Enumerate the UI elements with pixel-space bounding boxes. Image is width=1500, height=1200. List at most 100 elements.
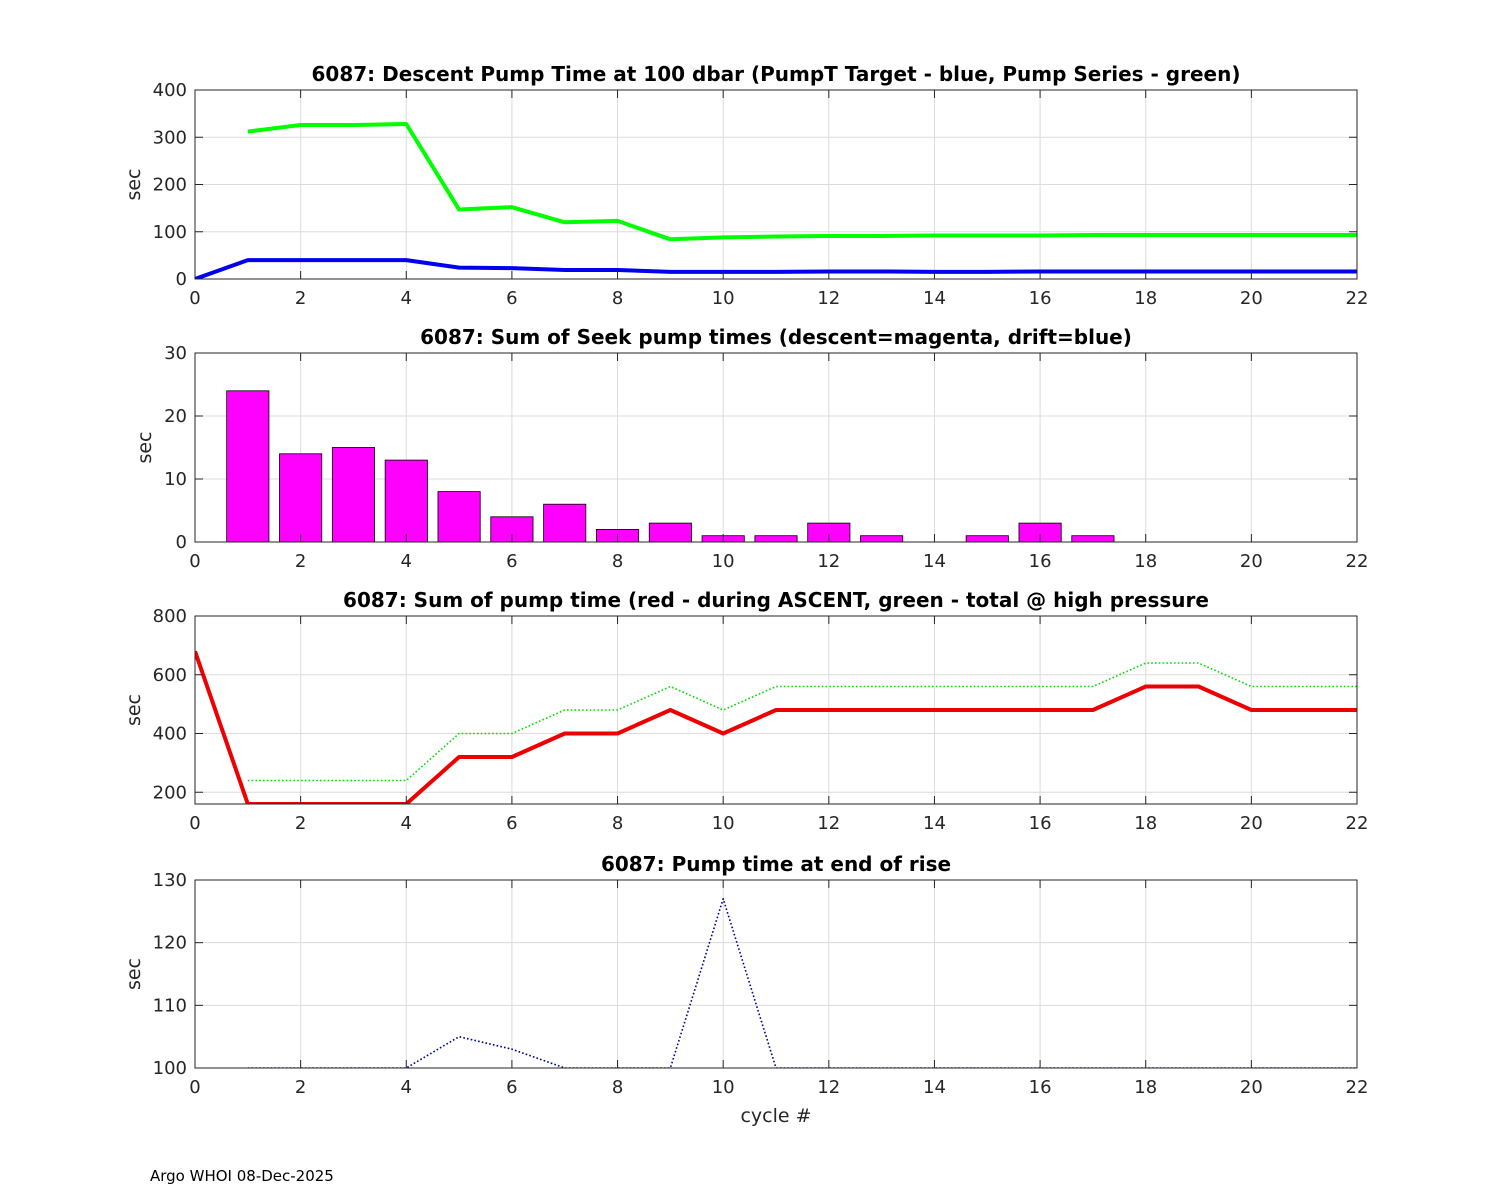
x-tick-label: 22 — [1346, 1077, 1369, 1098]
bar-cycle-1 — [226, 390, 270, 542]
chart-panel-1: 0 2 4 6 8 10 12 14 16 18 20 22 0 100 200 300 400 6087: De… — [123, 62, 1368, 309]
x-tick-label: 20 — [1240, 813, 1263, 834]
y-tick-label: 800 — [153, 606, 187, 627]
x-tick-label: 12 — [817, 288, 840, 309]
x-tick-label: 2 — [295, 288, 306, 309]
x-tick-label: 2 — [295, 813, 306, 834]
x-tick-label: 8 — [612, 288, 623, 309]
y-tick-label: 30 — [164, 343, 187, 364]
series-line-pumpt-target — [195, 258, 1357, 279]
y-tick-label: 100 — [153, 1058, 187, 1079]
x-tick-label: 18 — [1134, 551, 1157, 572]
y-tick-label: 100 — [153, 222, 187, 243]
x-tick-label: 18 — [1134, 813, 1157, 834]
x-tick-label: 6 — [506, 1077, 517, 1098]
x-tick-label: 22 — [1346, 551, 1369, 572]
x-tick-label: 10 — [712, 1077, 735, 1098]
x-tick-label: 12 — [817, 551, 840, 572]
y-axis-label: sec — [134, 431, 156, 463]
chart-panel-3: 0 2 4 6 8 10 12 14 16 18 20 22 200 400 600 800 6087: Sum… — [123, 588, 1368, 834]
chart-panel-4: 0 2 4 6 8 10 12 14 16 18 20 22 100 110 120 130 6087: Pum… — [123, 852, 1368, 1127]
y-tick-label: 300 — [153, 127, 187, 148]
bar-cycle-9 — [648, 522, 692, 542]
y-tick-label: 130 — [153, 870, 187, 891]
bar-cycle-7 — [543, 503, 587, 542]
y-tick-label: 120 — [153, 933, 187, 954]
y-tick-label: 400 — [153, 724, 187, 745]
x-tick-label: 10 — [712, 551, 735, 572]
x-tick-label: 16 — [1029, 551, 1052, 572]
x-tick-label: 14 — [923, 1077, 946, 1098]
x-tick-label: 10 — [712, 813, 735, 834]
bar-cycle-13 — [860, 535, 904, 542]
chart-title: 6087: Sum of pump time (red - during ASC… — [343, 588, 1209, 612]
x-tick-label: 16 — [1029, 813, 1052, 834]
bar-cycle-3 — [331, 447, 375, 542]
chart-panel-2: 0 2 4 6 8 10 12 14 16 18 20 22 0 10 20 30 6087: Sum of S… — [134, 325, 1368, 572]
y-tick-label: 0 — [176, 532, 187, 553]
chart-title: 6087: Descent Pump Time at 100 dbar (Pum… — [312, 62, 1241, 86]
data-layer — [195, 650, 1357, 804]
x-tick-label: 14 — [923, 551, 946, 572]
x-tick-label: 4 — [401, 551, 412, 572]
plot-area — [195, 880, 1357, 1068]
x-tick-label: 8 — [612, 1077, 623, 1098]
x-tick-label: 10 — [712, 288, 735, 309]
x-tick-label: 18 — [1134, 1077, 1157, 1098]
axes-box — [194, 615, 1358, 805]
x-tick-label: 12 — [817, 1077, 840, 1098]
series-line-during-ascent — [195, 650, 1357, 804]
x-tick-label: 16 — [1029, 288, 1052, 309]
x-tick-label: 22 — [1346, 813, 1369, 834]
x-axis-label: cycle # — [740, 1105, 811, 1127]
x-tick-label: 0 — [189, 813, 200, 834]
y-axis-label: sec — [123, 694, 145, 726]
axes-box — [194, 352, 1358, 543]
data-layer — [195, 122, 1357, 279]
x-tick-label: 0 — [189, 551, 200, 572]
y-tick-label: 20 — [164, 406, 187, 427]
x-tick-label: 12 — [817, 813, 840, 834]
x-tick-label: 8 — [612, 551, 623, 572]
x-tick-label: 14 — [923, 813, 946, 834]
x-tick-label: 4 — [401, 813, 412, 834]
x-tick-label: 4 — [401, 288, 412, 309]
x-tick-label: 20 — [1240, 288, 1263, 309]
y-tick-label: 0 — [176, 269, 187, 290]
axes-box — [194, 879, 1358, 1069]
x-tick-label: 20 — [1240, 1077, 1263, 1098]
x-tick-label: 22 — [1346, 288, 1369, 309]
x-tick-label: 6 — [506, 813, 517, 834]
y-axis-label: sec — [123, 958, 145, 990]
bar-cycle-11 — [754, 535, 798, 542]
bar-cycle-5 — [437, 491, 481, 542]
bar-cycle-17 — [1071, 535, 1115, 542]
x-tick-label: 20 — [1240, 551, 1263, 572]
x-tick-label: 16 — [1029, 1077, 1052, 1098]
x-tick-label: 14 — [923, 288, 946, 309]
y-tick-label: 400 — [153, 80, 187, 101]
x-tick-label: 8 — [612, 813, 623, 834]
bar-cycle-15 — [965, 535, 1009, 542]
bar-cycle-2 — [279, 453, 323, 542]
y-tick-label: 600 — [153, 665, 187, 686]
chart-title: 6087: Sum of Seek pump times (descent=ma… — [420, 325, 1132, 349]
y-tick-label: 10 — [164, 469, 187, 490]
data-layer — [226, 390, 1115, 542]
bar-cycle-4 — [384, 459, 428, 542]
y-axis-label: sec — [123, 168, 145, 200]
chart-title: 6087: Pump time at end of rise — [601, 852, 951, 876]
x-tick-label: 4 — [401, 1077, 412, 1098]
x-tick-label: 0 — [189, 1077, 200, 1098]
y-tick-label: 110 — [153, 995, 187, 1016]
x-tick-label: 6 — [506, 288, 517, 309]
footer-credit: Argo WHOI 08-Dec-2025 — [150, 1167, 334, 1185]
series-line-pump-series — [247, 122, 1357, 242]
x-tick-label: 6 — [506, 551, 517, 572]
x-tick-label: 18 — [1134, 288, 1157, 309]
y-tick-label: 200 — [153, 782, 187, 803]
series-line-total-high-pressure — [247, 662, 1357, 782]
x-tick-label: 0 — [189, 288, 200, 309]
x-tick-label: 2 — [295, 1077, 306, 1098]
